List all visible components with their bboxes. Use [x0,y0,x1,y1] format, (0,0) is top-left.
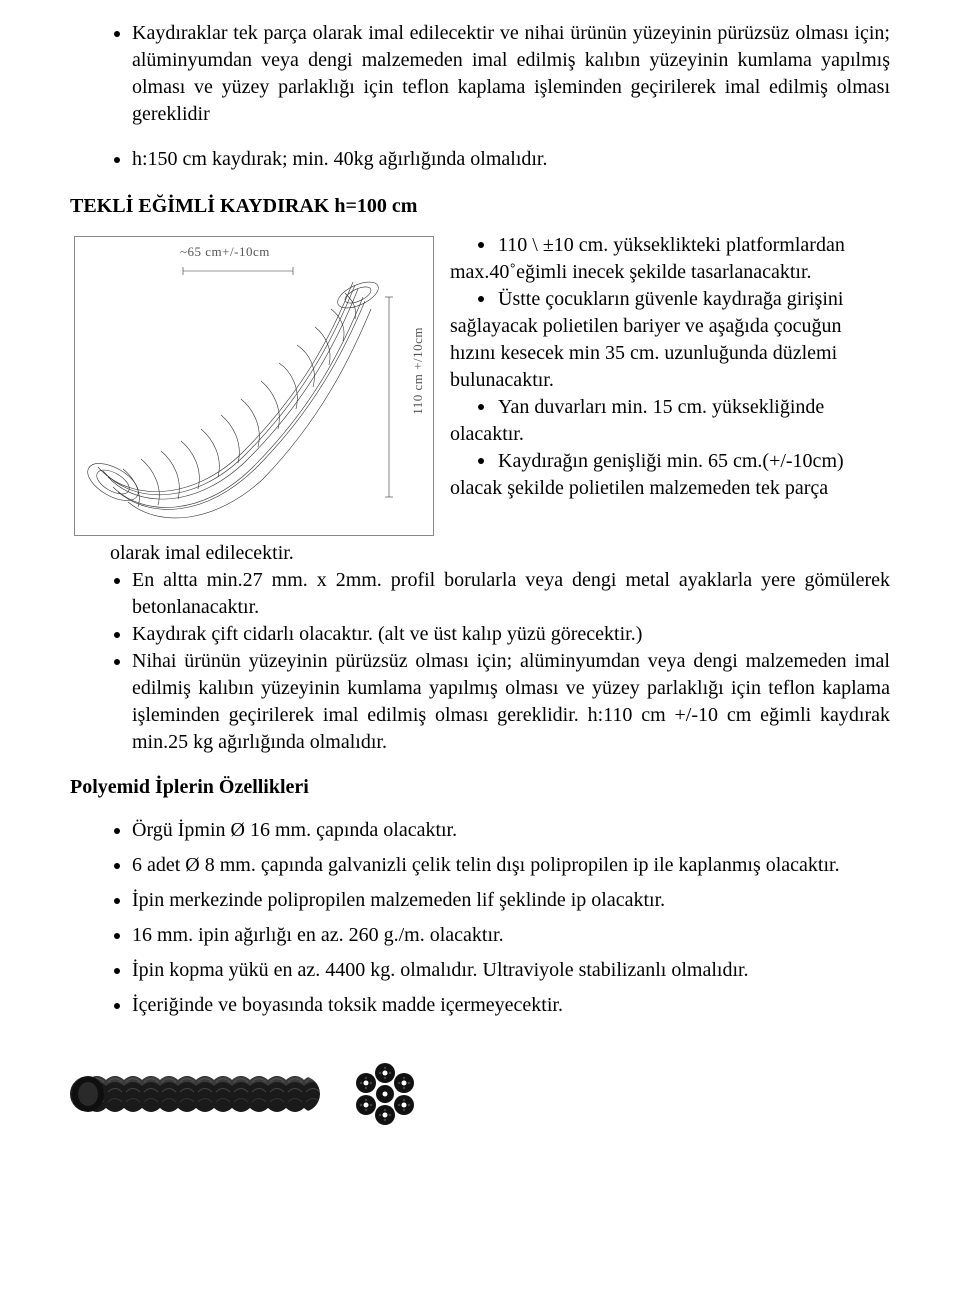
wrap-text-2b: sağlayacak polietilen bariyer ve aşağıda… [450,315,842,391]
poly-bullet-4: 16 mm. ipin ağırlığı en az. 260 g./m. ol… [132,922,890,949]
bullet-dot-icon [478,242,484,248]
poly-list: Örgü İpmin Ø 16 mm. çapında olacaktır. 6… [70,817,890,1019]
wrap-text-4b: olacak şekilde polietilen malzemeden tek… [450,477,828,499]
rope-images-row [70,1059,890,1129]
intro-bullet-1: Kaydıraklar tek parça olarak imal edilec… [132,20,890,128]
rope-twisted-icon [70,1072,320,1116]
bullet-dot-icon [478,404,484,410]
main-bullet-2: Kaydırak çift cidarlı olacaktır. (alt ve… [132,621,890,648]
heading-polyemid: Polyemid İplerin Özellikleri [70,774,890,801]
slide-figure: ~65 cm+/-10cm 110 cm +/10cm [74,236,434,536]
intro-list-2: h:150 cm kaydırak; min. 40kg ağırlığında… [70,146,890,173]
wrap-text-4a: Kaydırağın genişliği min. 65 cm.(+/-10cm… [498,450,844,472]
poly-bullet-1: Örgü İpmin Ø 16 mm. çapında olacaktır. [132,817,890,844]
bullet-dot-icon [478,296,484,302]
main-bullet-1: En altta min.27 mm. x 2mm. profil borula… [132,567,890,621]
poly-bullet-2: 6 adet Ø 8 mm. çapında galvanizli çelik … [132,852,890,879]
wrap-text-3b: olacaktır. [450,423,524,445]
wrap-trail: olarak imal edilecektir. [110,540,890,567]
poly-bullet-6: İçeriğinde ve boyasında toksik madde içe… [132,992,890,1019]
main-bullet-3: Nihai ürünün yüzeyinin pürüzsüz olması i… [132,648,890,756]
bullet-dot-icon [478,458,484,464]
slide-wireframe-icon [83,257,403,527]
wrap-text-1a: 110 \ ±10 cm. yükseklikteki platformlard… [498,234,845,256]
intro-bullet-2: h:150 cm kaydırak; min. 40kg ağırlığında… [132,146,890,173]
figure-and-wrap-block: ~65 cm+/-10cm 110 cm +/10cm [70,232,890,540]
wrap-text-2a: Üstte çocukların güvenle kaydırağa giriş… [498,288,843,310]
heading-tekli-egimli: TEKLİ EĞİMLİ KAYDIRAK h=100 cm [70,193,890,220]
intro-list: Kaydıraklar tek parça olarak imal edilec… [70,20,890,128]
rope-crosssection-icon [350,1059,420,1129]
figure-dim-side: 110 cm +/10cm [409,327,427,415]
poly-bullet-5: İpin kopma yükü en az. 4400 kg. olmalıdı… [132,957,890,984]
wrap-text-1b: max.40˚eğimli inecek şekilde tasarlanaca… [450,261,812,283]
poly-bullet-3: İpin merkezinde polipropilen malzemeden … [132,887,890,914]
wrap-text-3a: Yan duvarları min. 15 cm. yüksekliğinde [498,396,824,418]
main-list-trail: olarak imal edilecektir. En altta min.27… [70,540,890,756]
